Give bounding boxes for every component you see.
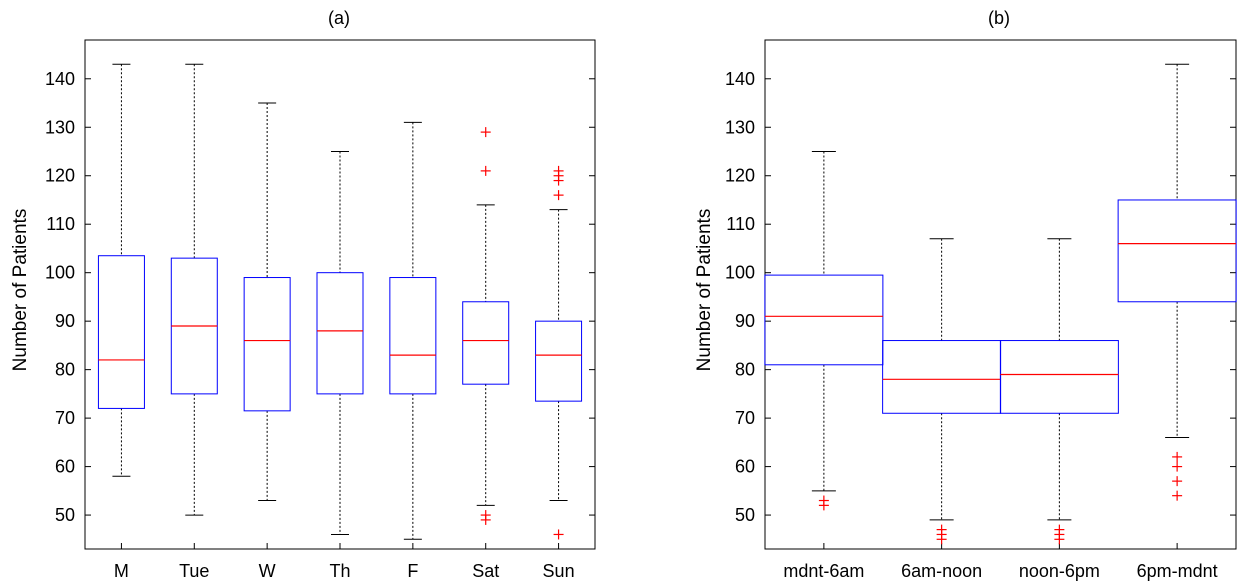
x-tick-label: Sun [543,561,575,581]
x-tick-label: F [407,561,418,581]
box-6pm-mdnt [1117,199,1237,303]
box-Sat [462,301,510,385]
y-tick-label: 70 [735,408,755,428]
y-tick-label: 100 [725,263,755,283]
y-axis-label-b: Number of Patients [694,209,715,372]
y-tick-label: 80 [735,360,755,380]
y-tick-label: 130 [725,117,755,137]
chart-panel-a: (a) Number of Patients 50 60 70 80 90 100 110 1… [10,8,596,581]
y-tick-label: 60 [55,457,75,477]
box-W [243,277,291,412]
y-tick-label: 130 [45,117,75,137]
box-6am-noon [882,340,1002,414]
y-tick-label: 60 [735,457,755,477]
plot-area-a: 50 60 70 80 90 100 110 120 130 140 M Tue W Th F Sat Sun [45,63,595,581]
plot-frame-b [764,39,1237,550]
chart-title-b: (b) [988,8,1010,28]
y-tick-label: 90 [735,311,755,331]
x-tick-label: Th [329,561,350,581]
box-noon-6pm [999,340,1119,414]
y-tick-label: 120 [45,166,75,186]
y-tick-label: 70 [55,408,75,428]
y-tick-label: 110 [726,214,755,234]
x-tick-label: 6am-noon [901,561,982,581]
plot-frame-a [84,39,596,550]
box-mdnt-6am [764,274,884,366]
y-tick-label: 80 [55,360,75,380]
y-tick-label: 120 [725,166,755,186]
x-tick-label: Tue [179,561,209,581]
y-tick-label: 50 [55,505,75,525]
y-tick-label: 100 [45,263,75,283]
y-tick-label: 90 [55,311,75,331]
box-Th [316,272,364,395]
x-tick-label: mdnt-6am [783,561,864,581]
x-tick-label: 6pm-mdnt [1137,561,1218,581]
y-tick-label: 140 [45,69,75,89]
x-tick-label: noon-6pm [1019,561,1100,581]
plot-area-b: 50 60 70 80 90 100 110 120 130 140 mdnt-6am 6am-noo… [725,63,1237,581]
chart-title-a: (a) [328,8,350,28]
x-tick-label: W [259,561,276,581]
x-tick-label: M [114,561,129,581]
y-tick-label: 140 [725,69,755,89]
box-F [389,277,437,395]
x-tick-label: Sat [472,561,499,581]
y-tick-label: 110 [46,214,75,234]
box-M [97,255,145,409]
y-axis-label-a: Number of Patients [10,209,31,372]
box-Sun [535,320,583,402]
chart-panel-b: (b) Number of Patients 50 60 70 80 90 100 110 1… [694,8,1237,581]
y-tick-label: 50 [735,505,755,525]
